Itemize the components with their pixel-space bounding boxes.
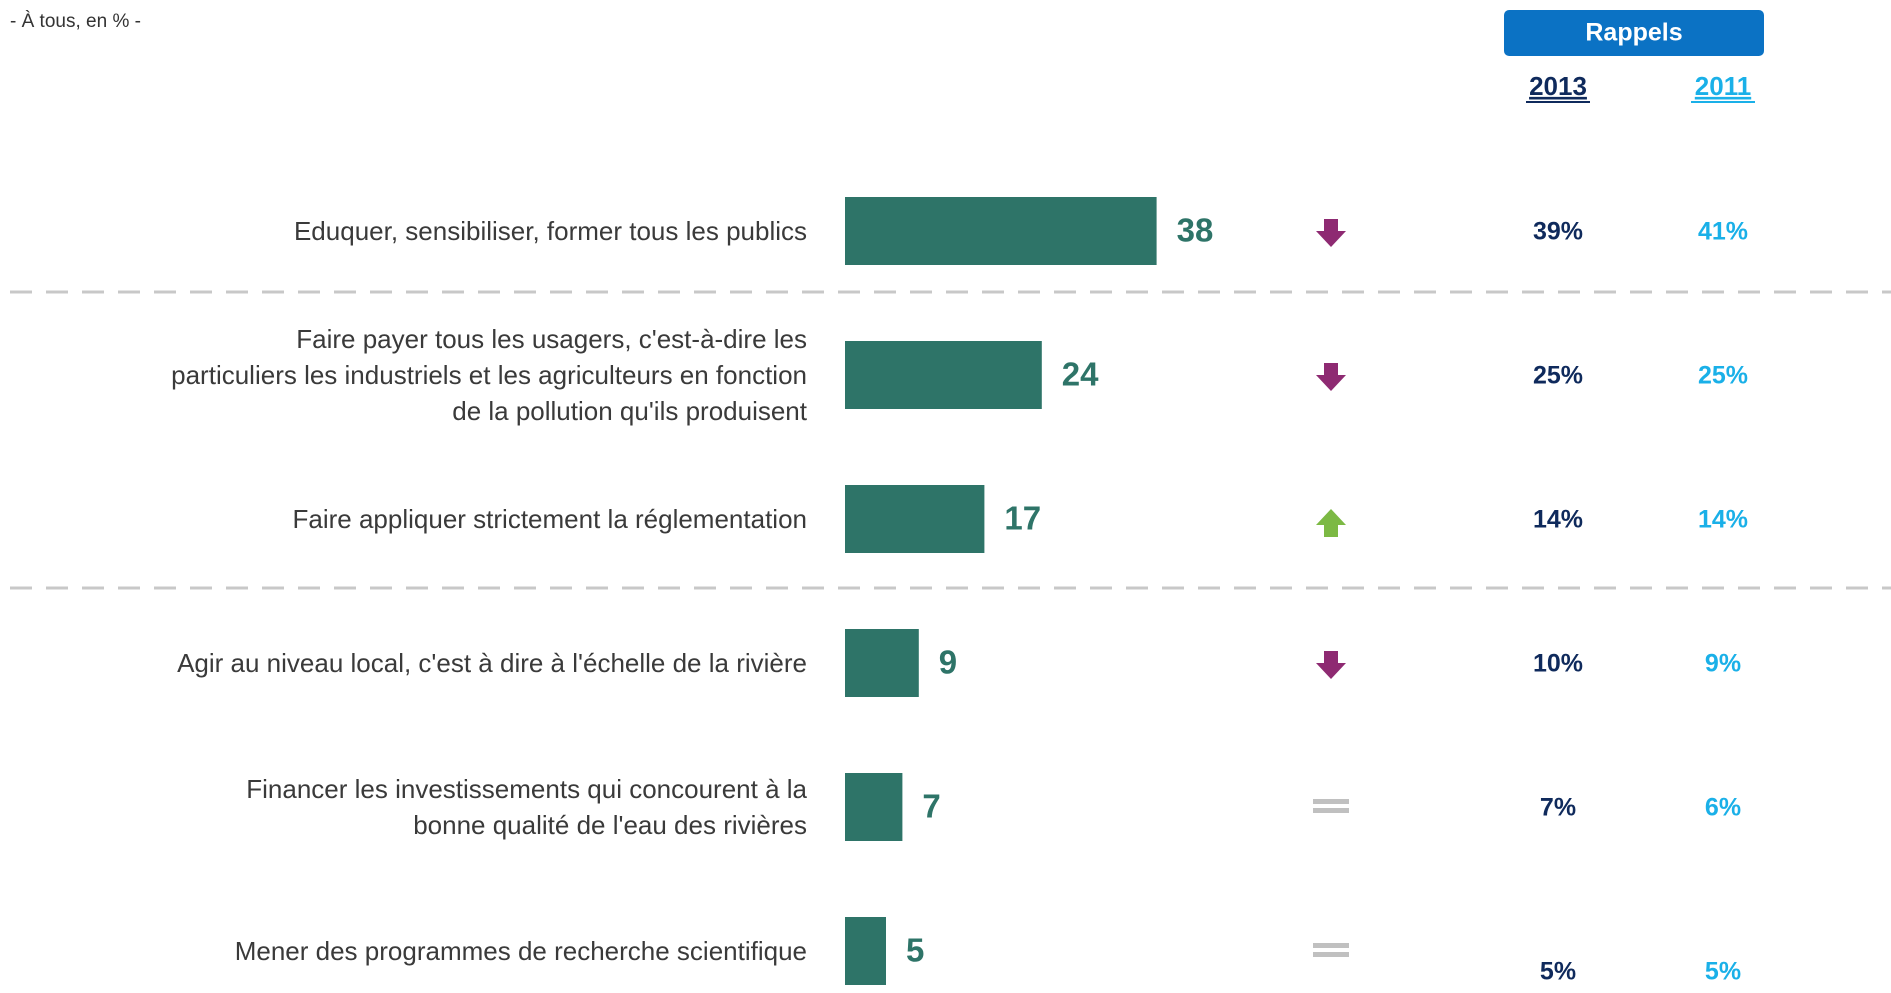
recall-value: 6%: [1705, 794, 1741, 822]
trend-arrow: [1316, 509, 1346, 537]
trend-equal: [1313, 799, 1349, 804]
value-label: 24: [1062, 356, 1099, 393]
bar: [845, 773, 903, 841]
recall-header-box: [1504, 10, 1764, 56]
recall-value: 25%: [1698, 362, 1748, 390]
recall-value: 39%: [1533, 218, 1583, 246]
recall-value: 14%: [1533, 506, 1583, 534]
recall-value: 9%: [1705, 650, 1741, 678]
recall-value: 7%: [1540, 794, 1576, 822]
category-label: Financer les investissements qui concour…: [246, 774, 807, 840]
bar: [845, 629, 919, 697]
recall-title: Rappels: [1585, 19, 1682, 47]
recall-value: 10%: [1533, 650, 1583, 678]
recall-value: 41%: [1698, 218, 1748, 246]
category-label: Agir au niveau local, c'est à dire à l'é…: [177, 648, 807, 678]
subtitle: - À tous, en % -: [10, 11, 141, 32]
trend-equal: [1313, 808, 1349, 813]
recall-year: 2013: [1529, 71, 1587, 101]
value-label: 17: [1004, 500, 1041, 537]
recall-value: 5%: [1705, 958, 1741, 986]
recall-value: 14%: [1698, 506, 1748, 534]
recall-year: 2011: [1695, 71, 1751, 101]
trend-arrow: [1316, 651, 1346, 679]
value-label: 9: [939, 644, 957, 681]
bar: [845, 917, 886, 985]
category-label: Mener des programmes de recherche scient…: [234, 936, 807, 966]
trend-equal: [1313, 952, 1349, 957]
recall-value: 5%: [1540, 958, 1576, 986]
trend-arrow: [1316, 363, 1346, 391]
bar: [845, 197, 1157, 265]
recall-value: 25%: [1533, 362, 1583, 390]
category-label: Eduquer, sensibiliser, former tous les p…: [293, 216, 807, 246]
category-label: Faire payer tous les usagers, c'est-à-di…: [171, 324, 807, 426]
trend-arrow: [1316, 219, 1346, 247]
value-label: 38: [1177, 212, 1214, 249]
category-label: Faire appliquer strictement la réglement…: [292, 504, 807, 534]
value-label: 5: [906, 932, 924, 969]
value-label: 7: [922, 788, 940, 825]
bar: [845, 341, 1042, 409]
bar: [845, 485, 985, 553]
trend-equal: [1313, 943, 1349, 948]
